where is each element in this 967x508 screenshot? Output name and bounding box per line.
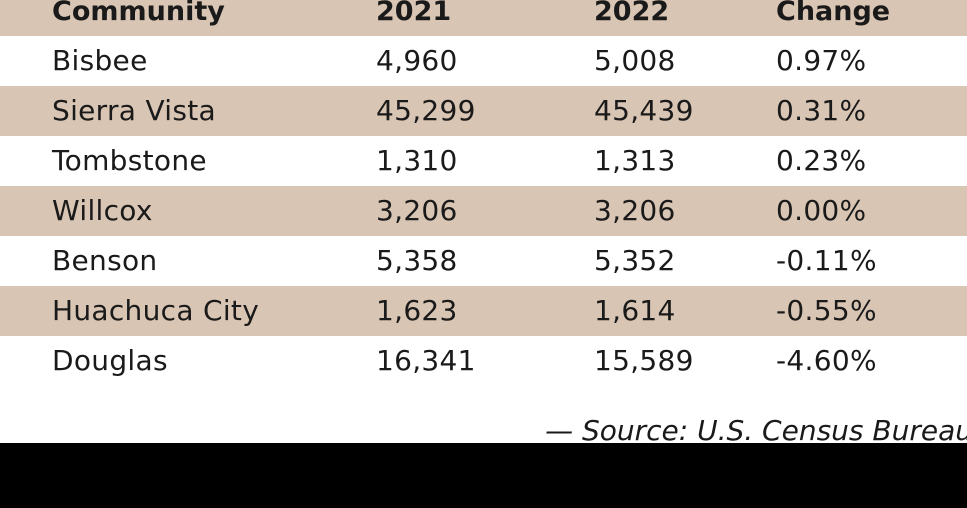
table-row: Willcox 3,206 3,206 0.00% — [0, 186, 967, 236]
cell-2021: 16,341 — [376, 344, 476, 377]
cell-community: Huachuca City — [52, 294, 260, 327]
cell-2021: 45,299 — [376, 94, 476, 127]
cell-change: 0.23% — [776, 144, 867, 177]
cell-2021: 1,623 — [376, 294, 458, 327]
cell-community: Douglas — [52, 344, 168, 377]
cell-2022: 5,352 — [594, 244, 676, 277]
table-row: Douglas 16,341 15,589 -4.60% — [0, 336, 967, 386]
header-community: Community — [52, 0, 225, 27]
source-note: — Source: U.S. Census Bureau — [545, 414, 967, 443]
cell-2022: 3,206 — [594, 194, 676, 227]
table-row: Sierra Vista 45,299 45,439 0.31% — [0, 86, 967, 136]
cell-community: Bisbee — [52, 44, 148, 77]
cell-change: -0.55% — [776, 294, 877, 327]
cell-community: Benson — [52, 244, 158, 277]
cell-2022: 5,008 — [594, 44, 676, 77]
bottom-black-band — [0, 443, 967, 508]
table-row: Tombstone 1,310 1,313 0.23% — [0, 136, 967, 186]
table-row: Bisbee 4,960 5,008 0.97% — [0, 36, 967, 86]
cell-2021: 5,358 — [376, 244, 458, 277]
cell-change: -0.11% — [776, 244, 877, 277]
table-row: Benson 5,358 5,352 -0.11% — [0, 236, 967, 286]
cell-2022: 1,614 — [594, 294, 676, 327]
cell-2022: 45,439 — [594, 94, 694, 127]
cell-change: 0.97% — [776, 44, 867, 77]
cell-change: 0.00% — [776, 194, 867, 227]
cell-2021: 3,206 — [376, 194, 458, 227]
cell-community: Willcox — [52, 194, 153, 227]
cell-community: Sierra Vista — [52, 94, 217, 127]
cell-2022: 15,589 — [594, 344, 694, 377]
cell-change: 0.31% — [776, 94, 867, 127]
header-change: Change — [776, 0, 891, 27]
header-2021: 2021 — [376, 0, 452, 27]
cell-community: Tombstone — [52, 144, 207, 177]
cell-2021: 4,960 — [376, 44, 458, 77]
cell-2021: 1,310 — [376, 144, 458, 177]
header-2022: 2022 — [594, 0, 670, 27]
table-row: Huachuca City 1,623 1,614 -0.55% — [0, 286, 967, 336]
cell-2022: 1,313 — [594, 144, 676, 177]
table-header: Community 2021 2022 Change — [0, 0, 967, 36]
cell-change: -4.60% — [776, 344, 877, 377]
population-table: Community 2021 2022 Change Bisbee 4,960 5,… — [0, 0, 967, 443]
